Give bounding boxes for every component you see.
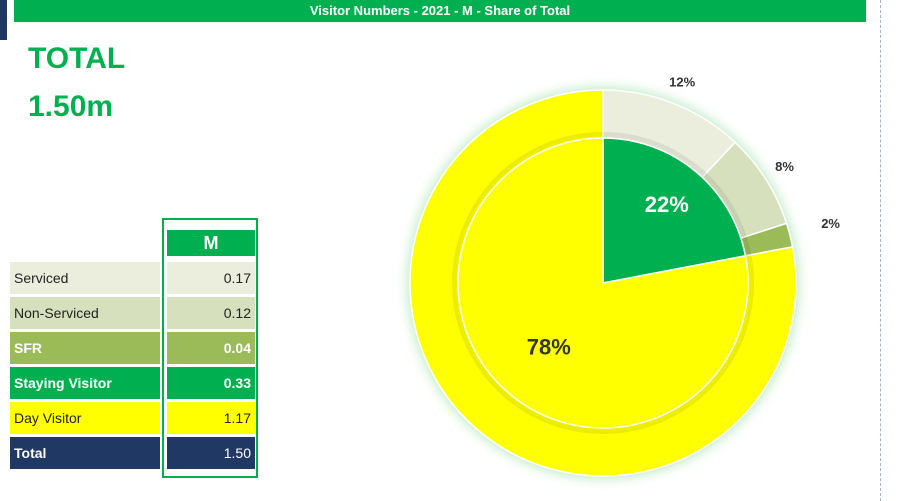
pie-slice — [602, 137, 747, 284]
column-header: M — [167, 230, 255, 256]
row-value: 0.17 — [167, 262, 255, 294]
row-label: SFR — [10, 332, 160, 364]
row-label: Non-Serviced — [10, 297, 160, 329]
row-label: Total — [10, 437, 160, 469]
row-value: 0.12 — [167, 297, 255, 329]
total-label: TOTAL — [28, 42, 126, 75]
title: Visitor Numbers - 2021 - M - Share of To… — [14, 0, 866, 22]
total-value: 1.50m — [28, 90, 114, 123]
slice-label: 22% — [645, 192, 689, 217]
left-bar — [0, 0, 7, 40]
row-value: 0.33 — [167, 367, 255, 399]
row-value: 1.50 — [167, 437, 255, 469]
slice-label: 12% — [669, 75, 695, 90]
row-label: Serviced — [10, 262, 160, 294]
divider — [880, 0, 881, 501]
slice-label: 78% — [527, 334, 571, 359]
slice-label: 8% — [775, 159, 794, 174]
pie-slice — [457, 137, 749, 429]
row-label: Day Visitor — [10, 402, 160, 434]
slice-label: 2% — [821, 216, 840, 231]
column-box — [162, 218, 258, 478]
row-label: Staying Visitor — [10, 367, 160, 399]
row-value: 0.04 — [167, 332, 255, 364]
row-value: 1.17 — [167, 402, 255, 434]
